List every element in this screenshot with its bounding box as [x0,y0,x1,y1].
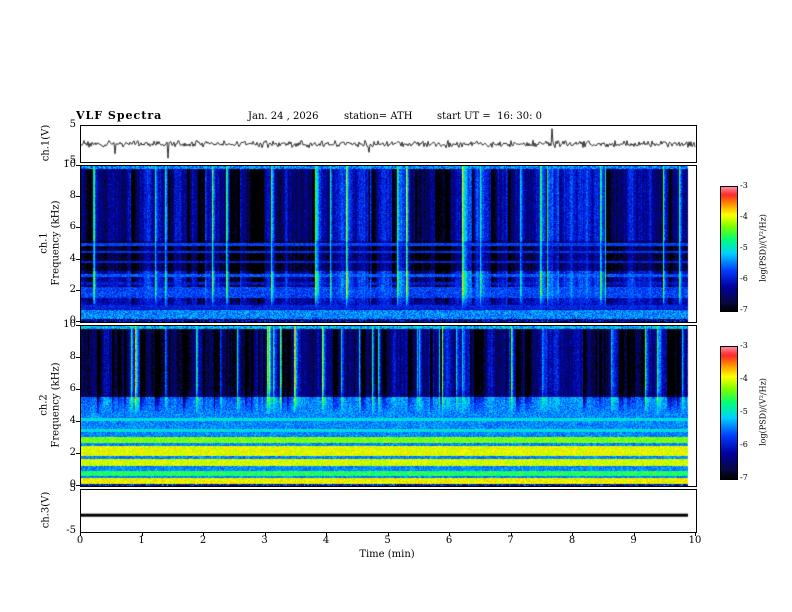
ch3-waveform-canvas [81,490,696,532]
tick-label: 6 [445,535,453,546]
colorbar2-tick-labels: -3 -4 -5 -6 -7 [740,342,756,482]
tick-label: 8 [568,535,576,546]
tick-label: -3 [740,341,748,350]
ch3-waveform-panel [80,489,697,533]
start-ut-label: start UT = 16: 30: 0 [437,111,543,122]
tick-label: 0 [76,535,84,546]
tick-label: 5 [69,483,76,494]
ch1-waveform-panel [80,125,697,163]
tick-label: 5 [384,535,391,546]
colorbar1-tick-labels: -3 -4 -5 -6 -7 [740,182,756,314]
tick-label: -5 [740,243,748,252]
tick-label: -6 [740,440,748,449]
ch1-spectrogram-canvas [81,166,696,322]
time-axis-title: Time (min) [359,549,415,560]
tick-label: -3 [740,181,748,190]
tick-label: -4 [740,374,748,383]
tick-label: 2 [69,447,76,458]
tick-label: 8 [69,351,76,362]
tick-label: -5 [740,407,748,416]
time-axis-ticks: 0 1 2 3 4 5 6 7 8 9 10 [76,535,702,548]
tick-label: 6 [69,221,76,233]
tick-label: 5 [69,119,76,130]
colorbar2-units-label: log(PSD)/(V²/Hz) [758,378,768,446]
tick-label: 4 [69,415,76,426]
tick-label: 2 [199,535,207,546]
ch1-voltage-ticks: 5 -5 [58,120,76,166]
colorbar1-units-label: log(PSD)/(V²/Hz) [758,214,768,282]
colorbar2 [720,346,738,480]
tick-label: -5 [66,525,76,536]
tick-label: -7 [740,473,748,482]
tick-label: 10 [63,319,76,330]
date-label: Jan. 24 , 2026 [248,111,319,122]
tick-label: 0 [69,315,76,326]
tick-label: -7 [740,305,748,314]
tick-label: -4 [740,212,748,221]
ch3-voltage-ticks: 5 -5 [58,484,76,536]
tick-label: 4 [69,252,76,264]
ch1-frequency-tickmarks [76,165,80,322]
tick-label: 6 [69,383,76,394]
colorbar1-canvas [721,187,737,311]
time-axis-tickmarks [80,532,696,536]
plot-title: VLF Spectra [76,109,163,122]
ch3-voltage-axis-label: ch.3(V) [40,491,52,529]
tick-label: 4 [322,535,330,546]
colorbar2-canvas [721,347,737,479]
ch1-voltage-axis-label: ch.1(V) [40,124,52,162]
ch2-frequency-ticks: 10 8 6 4 2 0 [58,320,76,490]
ch1-waveform-canvas [81,126,696,162]
tick-label: 1 [138,535,145,546]
tick-label: 3 [261,535,268,546]
tick-label: 9 [630,535,637,546]
colorbar1 [720,186,738,312]
tick-label: -5 [66,155,76,166]
tick-label: 2 [69,283,76,295]
tick-label: 10 [688,535,702,546]
ch2-channel-label: ch.2 [38,394,50,416]
ch1-spectrogram-panel [80,165,697,323]
ch1-frequency-ticks: 10 8 6 4 2 0 [58,160,76,326]
station-label: station= ATH [344,111,413,122]
tick-label: 0 [69,479,76,490]
ch2-spectrogram-panel [80,325,697,487]
tick-label: 10 [63,159,76,170]
ch1-channel-label: ch.1 [38,232,50,254]
ch2-spectrogram-canvas [81,326,696,486]
tick-label: -6 [740,274,748,283]
tick-label: 7 [507,535,514,546]
tick-label: 8 [69,190,76,202]
ch2-frequency-tickmarks [76,325,80,486]
